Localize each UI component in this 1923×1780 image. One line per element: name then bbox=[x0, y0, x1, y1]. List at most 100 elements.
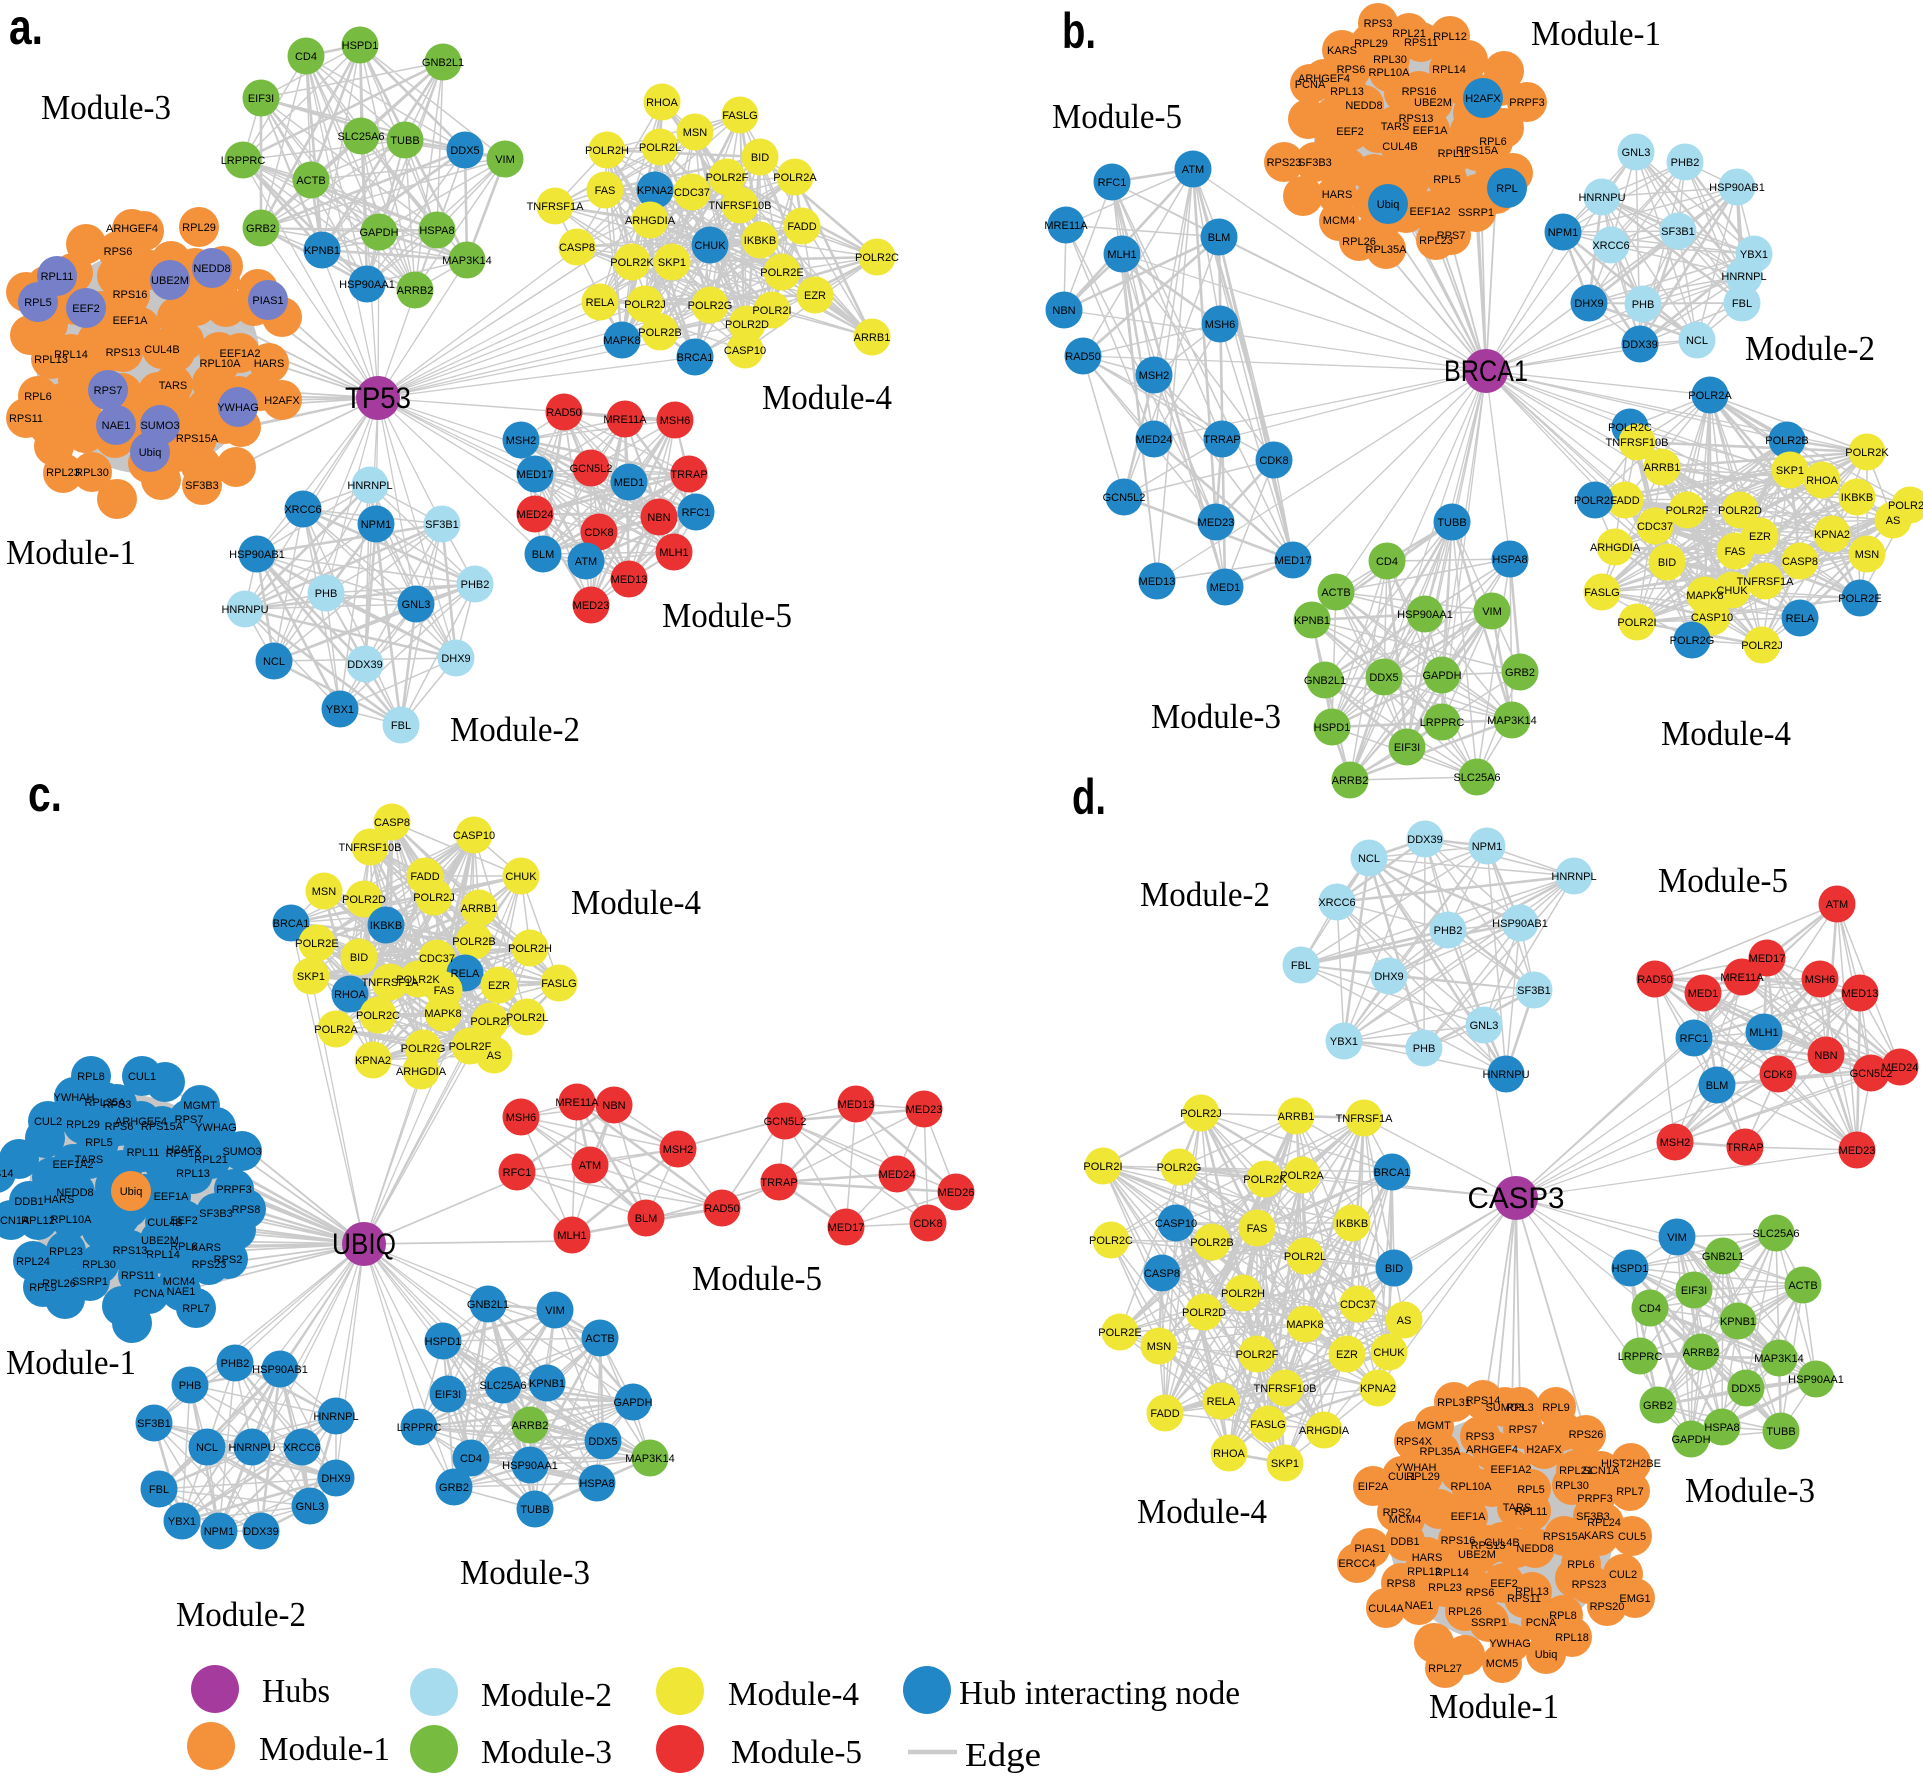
svg-text:NBN: NBN bbox=[647, 512, 670, 524]
svg-text:IKBKB: IKBKB bbox=[370, 920, 402, 932]
svg-text:MED13: MED13 bbox=[838, 1099, 875, 1111]
svg-text:Module-2: Module-2 bbox=[176, 1595, 306, 1634]
svg-text:RAD50: RAD50 bbox=[1065, 351, 1100, 363]
svg-text:YWHAG: YWHAG bbox=[195, 1122, 237, 1134]
svg-text:MED13: MED13 bbox=[1842, 988, 1879, 1000]
svg-text:SKP1: SKP1 bbox=[1271, 1458, 1299, 1470]
svg-text:BRCA1: BRCA1 bbox=[1374, 1167, 1411, 1179]
svg-text:POLR2I: POLR2I bbox=[470, 1016, 509, 1028]
svg-text:XRCC6: XRCC6 bbox=[1318, 897, 1355, 909]
svg-text:Module-2: Module-2 bbox=[450, 710, 580, 749]
svg-text:KPNB1: KPNB1 bbox=[529, 1378, 565, 1390]
svg-text:PHB2: PHB2 bbox=[1671, 157, 1700, 169]
svg-text:RHOA: RHOA bbox=[646, 97, 678, 109]
svg-text:SUMO3: SUMO3 bbox=[222, 1146, 261, 1158]
svg-text:HSP90AB1: HSP90AB1 bbox=[229, 549, 285, 561]
svg-text:POLR2A: POLR2A bbox=[1688, 390, 1732, 402]
svg-text:RPL30: RPL30 bbox=[1555, 1480, 1589, 1492]
svg-text:MED26: MED26 bbox=[938, 1187, 975, 1199]
svg-text:NCL: NCL bbox=[263, 656, 285, 668]
svg-text:PCNA: PCNA bbox=[1295, 79, 1326, 91]
svg-text:RELA: RELA bbox=[1207, 1396, 1236, 1408]
svg-text:CD4: CD4 bbox=[295, 51, 317, 63]
svg-text:MED24: MED24 bbox=[1882, 1062, 1919, 1074]
svg-text:TUBB: TUBB bbox=[520, 1504, 549, 1516]
svg-text:RPL5: RPL5 bbox=[24, 297, 52, 309]
svg-text:PHB2: PHB2 bbox=[221, 1358, 250, 1370]
svg-text:MLH1: MLH1 bbox=[1749, 1027, 1778, 1039]
svg-text:POLR2C: POLR2C bbox=[1089, 1235, 1133, 1247]
svg-text:YWHAG: YWHAG bbox=[217, 402, 259, 414]
svg-text:PRPF3: PRPF3 bbox=[1509, 97, 1544, 109]
svg-text:HNRNPU: HNRNPU bbox=[1578, 192, 1625, 204]
svg-text:HSPD1: HSPD1 bbox=[1612, 1263, 1649, 1275]
svg-text:Ubiq: Ubiq bbox=[1377, 199, 1400, 211]
svg-text:MLH1: MLH1 bbox=[1107, 249, 1136, 261]
svg-text:NAE1: NAE1 bbox=[167, 1286, 196, 1298]
svg-text:EIF3I: EIF3I bbox=[1681, 1285, 1707, 1297]
svg-text:MAP3K14: MAP3K14 bbox=[1754, 1353, 1804, 1365]
svg-text:RHOA: RHOA bbox=[1213, 1448, 1245, 1460]
svg-text:KPNB1: KPNB1 bbox=[1720, 1316, 1756, 1328]
svg-text:RELA: RELA bbox=[586, 297, 615, 309]
svg-text:Module-1: Module-1 bbox=[1531, 14, 1661, 53]
svg-text:MAPK8: MAPK8 bbox=[424, 1008, 461, 1020]
svg-text:CASP10: CASP10 bbox=[1155, 1218, 1197, 1230]
svg-text:RFC1: RFC1 bbox=[1098, 177, 1127, 189]
svg-text:TRRAP: TRRAP bbox=[670, 469, 707, 481]
svg-text:CD4: CD4 bbox=[1639, 1303, 1661, 1315]
svg-text:HSP90AA1: HSP90AA1 bbox=[1788, 1374, 1844, 1386]
svg-text:FADD: FADD bbox=[410, 871, 439, 883]
svg-text:YBX1: YBX1 bbox=[168, 1516, 196, 1528]
svg-text:SSRP1: SSRP1 bbox=[72, 1276, 108, 1288]
svg-text:MED23: MED23 bbox=[1198, 517, 1235, 529]
svg-text:RPS16: RPS16 bbox=[1441, 1535, 1476, 1547]
svg-text:RPL26: RPL26 bbox=[1342, 236, 1376, 248]
svg-text:POLR2C: POLR2C bbox=[855, 252, 899, 264]
svg-text:RPL9: RPL9 bbox=[1542, 1402, 1570, 1414]
svg-text:POLR2D: POLR2D bbox=[1718, 505, 1762, 517]
svg-text:SF3B1: SF3B1 bbox=[425, 519, 459, 531]
svg-text:CUL5: CUL5 bbox=[1618, 1531, 1646, 1543]
svg-text:KARS: KARS bbox=[1584, 1530, 1614, 1542]
svg-text:GCN5L2: GCN5L2 bbox=[764, 1116, 807, 1128]
svg-text:RPL9: RPL9 bbox=[29, 1282, 57, 1294]
svg-text:VIM: VIM bbox=[495, 154, 515, 166]
svg-text:RPS16: RPS16 bbox=[113, 289, 148, 301]
svg-text:KPNA2: KPNA2 bbox=[355, 1055, 391, 1067]
svg-text:MSH2: MSH2 bbox=[506, 435, 537, 447]
svg-text:RPS3: RPS3 bbox=[1466, 1431, 1495, 1443]
svg-text:DDX5: DDX5 bbox=[1369, 672, 1398, 684]
svg-text:IKBKB: IKBKB bbox=[744, 235, 776, 247]
svg-text:POLR2G: POLR2G bbox=[688, 300, 733, 312]
svg-text:POLR2D: POLR2D bbox=[725, 319, 769, 331]
svg-text:Module-5: Module-5 bbox=[662, 596, 792, 635]
svg-text:ACTB: ACTB bbox=[585, 1333, 614, 1345]
svg-text:MAPK8: MAPK8 bbox=[603, 335, 640, 347]
svg-text:GNB2L1: GNB2L1 bbox=[1304, 675, 1346, 687]
svg-text:EMG1: EMG1 bbox=[1619, 1593, 1650, 1605]
svg-text:AS: AS bbox=[487, 1050, 502, 1062]
svg-text:RHOA: RHOA bbox=[1806, 475, 1838, 487]
svg-text:BID: BID bbox=[1658, 557, 1676, 569]
svg-text:NCL: NCL bbox=[1686, 335, 1708, 347]
svg-text:Module-4: Module-4 bbox=[1137, 1492, 1267, 1531]
svg-text:EEF1A: EEF1A bbox=[1451, 1511, 1487, 1523]
svg-text:XRCC6: XRCC6 bbox=[283, 1442, 320, 1454]
svg-text:Hub interacting node: Hub interacting node bbox=[959, 1675, 1240, 1712]
svg-text:DDX39: DDX39 bbox=[243, 1526, 278, 1538]
svg-text:RPL7: RPL7 bbox=[1616, 1486, 1644, 1498]
svg-text:MSN: MSN bbox=[312, 886, 337, 898]
svg-text:IKBKB: IKBKB bbox=[1841, 492, 1873, 504]
svg-text:POLR2G: POLR2G bbox=[1157, 1162, 1202, 1174]
svg-text:ATM: ATM bbox=[1182, 164, 1204, 176]
svg-text:EEF1A: EEF1A bbox=[154, 1191, 190, 1203]
svg-text:CDK8: CDK8 bbox=[913, 1218, 942, 1230]
svg-text:SKP1: SKP1 bbox=[658, 257, 686, 269]
svg-text:POLR2G: POLR2G bbox=[1670, 635, 1715, 647]
svg-text:CDK8: CDK8 bbox=[1259, 455, 1288, 467]
svg-text:CASP3: CASP3 bbox=[1468, 1182, 1565, 1215]
svg-text:SF3B3: SF3B3 bbox=[199, 1208, 233, 1220]
svg-text:CASP10: CASP10 bbox=[453, 830, 495, 842]
svg-text:EEF1A: EEF1A bbox=[1413, 125, 1449, 137]
